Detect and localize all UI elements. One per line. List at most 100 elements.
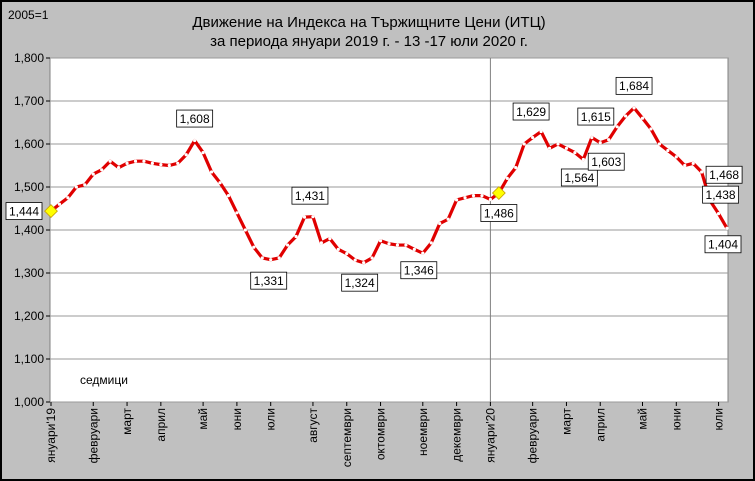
data-point	[142, 159, 146, 163]
data-label-box	[291, 186, 329, 205]
chart-title-line-1: Движение на Индекса на Тържищните Цени (…	[192, 14, 545, 31]
x-tick-label: април	[593, 408, 607, 442]
data-point	[395, 243, 400, 247]
data-point	[514, 166, 518, 170]
x-tick-label: август	[306, 408, 320, 443]
x-tick-label: януари'19	[44, 408, 58, 463]
data-point	[581, 157, 585, 162]
data-point	[176, 161, 180, 165]
data-point	[607, 138, 611, 142]
data-point	[260, 256, 264, 260]
x-tick-label: май	[636, 408, 650, 430]
y-tick-label: 1,300	[14, 266, 44, 280]
y-tick-label: 1,200	[14, 309, 44, 323]
x-tick-label: май	[196, 408, 210, 430]
data-point	[547, 146, 552, 150]
x-tick-label: февруари	[526, 408, 540, 463]
x-tick-label: юли	[712, 408, 726, 430]
data-label: 1,438	[706, 188, 736, 202]
data-point	[438, 221, 442, 226]
data-point	[133, 159, 138, 163]
highlight-marker	[491, 186, 506, 200]
data-point	[328, 237, 332, 241]
data-point	[100, 168, 104, 172]
data-point	[590, 135, 594, 140]
data-point	[269, 258, 273, 262]
data-point	[74, 185, 78, 189]
data-point	[201, 151, 205, 155]
x-tick-label: декември	[450, 408, 464, 462]
data-point	[319, 241, 323, 245]
data-point	[294, 234, 298, 239]
data-point	[184, 153, 188, 157]
x-tick-label: октомври	[374, 408, 388, 460]
data-point	[666, 148, 670, 153]
data-point	[362, 261, 366, 265]
data-point	[226, 194, 231, 198]
data-label-box	[250, 271, 288, 290]
unit-label: 2005=1	[8, 8, 49, 22]
highlight-marker	[44, 204, 58, 219]
data-label-box	[512, 102, 550, 121]
data-point	[531, 135, 535, 140]
data-point	[505, 176, 509, 180]
data-label: 1,486	[484, 206, 514, 220]
data-point	[66, 196, 70, 200]
data-point	[235, 211, 239, 215]
data-label-box	[480, 204, 518, 222]
data-point	[615, 125, 619, 129]
data-point	[421, 251, 425, 255]
data-point	[193, 138, 197, 143]
data-label: 1,431	[295, 189, 325, 203]
data-point	[522, 142, 526, 146]
data-point	[209, 170, 214, 174]
data-point	[649, 127, 653, 131]
y-axis: 1,000 1,100 1,200 1,300 1,400 1,500 1,600 1,700…	[14, 51, 50, 409]
data-label: 1,629	[516, 105, 546, 119]
data-point	[404, 243, 408, 247]
data-label: 1,346	[404, 264, 434, 278]
gridlines	[50, 57, 728, 403]
data-label-box	[400, 261, 438, 280]
data-label: 1,603	[591, 155, 621, 169]
x-tick-label: юни	[230, 408, 244, 430]
data-point	[159, 163, 163, 167]
data-point	[83, 183, 87, 187]
y-tick-label: 1,500	[14, 180, 44, 194]
data-point	[311, 215, 315, 219]
x-tick-label: март	[120, 408, 134, 435]
data-point	[632, 106, 636, 110]
data-point	[57, 202, 62, 206]
y-tick-label: 1,600	[14, 137, 44, 151]
data-label: 1,331	[254, 274, 284, 288]
y-tick-label: 1,000	[14, 395, 44, 409]
data-point	[556, 142, 560, 146]
x-tick-label: юли	[264, 408, 278, 430]
data-label-box	[704, 235, 742, 254]
data-point	[91, 172, 95, 176]
data-point	[117, 166, 121, 170]
data-point	[150, 161, 154, 165]
data-point	[336, 247, 340, 251]
data-point	[286, 243, 290, 247]
data-label-box	[587, 152, 625, 171]
data-point	[725, 226, 729, 230]
data-label-box	[560, 168, 598, 187]
y-tick-label: 1,400	[14, 223, 44, 237]
data-label: 1,684	[619, 79, 649, 93]
data-point	[657, 142, 662, 146]
data-point	[463, 196, 467, 200]
data-label-box	[577, 107, 615, 126]
data-points	[44, 106, 729, 265]
chart-title-line-2: за периода януари 2019 г. - 13 -17 юли 2…	[210, 33, 528, 50]
data-point	[302, 215, 307, 219]
data-label-box	[5, 202, 43, 220]
y-tick-label: 1,700	[14, 94, 44, 108]
y-tick-label: 1,100	[14, 352, 44, 366]
data-point	[480, 194, 484, 198]
x-axis-note: седмици	[80, 373, 128, 387]
data-point	[624, 114, 628, 118]
data-label-box	[615, 76, 653, 95]
data-point	[125, 161, 129, 165]
